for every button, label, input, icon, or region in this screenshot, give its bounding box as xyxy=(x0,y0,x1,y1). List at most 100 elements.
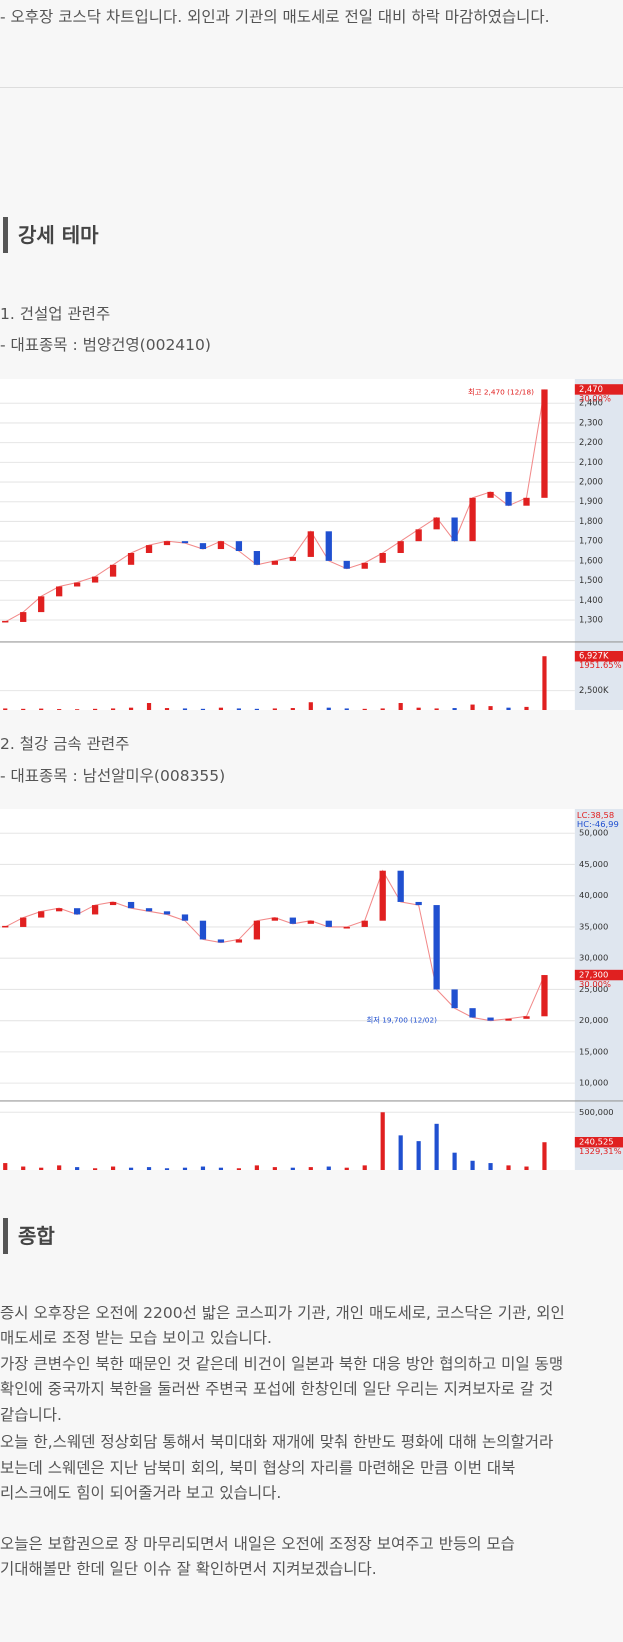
candle xyxy=(361,562,368,569)
item-title: 1. 건설업 관련주 xyxy=(0,305,111,323)
candle xyxy=(91,905,99,915)
volume-bar xyxy=(146,1167,152,1170)
summary-line: 리스크에도 힘이 되어줄거라 보고 있습니다. xyxy=(0,1484,282,1502)
candle xyxy=(343,560,350,569)
candle xyxy=(289,556,296,561)
candle xyxy=(325,531,332,561)
volume-bar xyxy=(75,1167,80,1170)
candle xyxy=(451,989,458,1009)
summary-line: 가장 큰변수인 북한 때문인 것 같은데 비건이 일본과 북한 대응 방안 협의… xyxy=(0,1355,564,1373)
candle xyxy=(181,541,189,544)
volume-bar xyxy=(128,1167,134,1170)
summary-line: 매도세로 조정 받는 모습 보이고 있습니다. xyxy=(0,1329,272,1347)
volume-bar xyxy=(542,656,547,710)
item-subtitle: - 대표종목 : 남선알미우(008355) xyxy=(0,767,226,785)
candle xyxy=(379,552,386,563)
price-label: 2,470 xyxy=(579,384,603,394)
volume-bar xyxy=(362,1165,367,1170)
candle xyxy=(38,596,45,613)
price-label-box xyxy=(574,384,623,395)
candle xyxy=(361,920,368,927)
item-subtitle: - 대표종목 : 범양건영(002410) xyxy=(0,336,211,354)
y-tick-label: 1,400 xyxy=(579,595,603,605)
item-title: 2. 철강 금속 관련주 xyxy=(0,735,130,753)
volume-bar xyxy=(57,1165,62,1170)
candle xyxy=(145,545,153,553)
candle xyxy=(163,911,171,915)
volume-bar xyxy=(200,708,206,710)
volume-bar xyxy=(416,1141,421,1170)
volume-bar xyxy=(488,706,493,710)
candle xyxy=(307,531,314,557)
summary-line: 보는데 스웨덴은 지난 남북미 회의, 북미 협상의 자리를 마련해온 만큼 이… xyxy=(0,1459,516,1477)
y-tick-label: 1,800 xyxy=(579,516,603,526)
candle xyxy=(433,905,440,990)
volume-bar xyxy=(236,1168,241,1170)
volume-bar xyxy=(470,1160,475,1170)
volume-bar xyxy=(434,708,439,710)
candle xyxy=(325,920,332,927)
price-label-box xyxy=(574,969,623,981)
y-tick-label: 50,000 xyxy=(579,828,608,838)
volume-bar xyxy=(308,702,313,710)
volume-bar xyxy=(164,1168,170,1170)
volume-bar xyxy=(362,708,367,710)
y-tick-label: 1,500 xyxy=(579,575,603,585)
heading-bar xyxy=(3,1218,8,1254)
volume-bar xyxy=(452,1152,457,1170)
y-tick-label: 45,000 xyxy=(579,859,608,869)
y-tick-label: 1,700 xyxy=(579,536,603,546)
y-tick-label: 1,900 xyxy=(579,496,603,506)
volume-label-box xyxy=(574,650,623,662)
price-label: 27,300 xyxy=(579,970,608,980)
y-tick-label: 2,400 xyxy=(579,398,603,408)
volume-bar xyxy=(272,708,277,710)
section-heading: 종합 xyxy=(18,1224,55,1248)
volume-bar xyxy=(110,708,116,710)
volume-bar xyxy=(488,1163,493,1170)
candle xyxy=(541,389,548,498)
volume-bar xyxy=(272,1167,277,1170)
annotation: 최고 2,470 (12/18) xyxy=(468,388,534,397)
volume-bar xyxy=(506,707,511,710)
volume-bar xyxy=(398,703,403,710)
volume-bar xyxy=(506,1165,511,1170)
volume-bar xyxy=(39,708,44,710)
candle xyxy=(20,612,27,622)
change-label: 30.00% xyxy=(579,393,611,403)
lc-label: LC:38,58 xyxy=(577,810,614,820)
candle xyxy=(38,911,45,918)
stock-chart: 1,300 1,400 1,500 1,600 1,700 1,800 1,900 2,000… xyxy=(0,379,623,710)
summary-line: 확인에 중국까지 북한을 둘러싼 주변국 포섭에 한창인데 일단 우리는 지켜보… xyxy=(0,1380,554,1398)
candle xyxy=(199,920,207,940)
y-tick-label: 2,300 xyxy=(579,417,603,427)
volume-bar xyxy=(218,1167,224,1170)
candle xyxy=(73,582,81,587)
volume-bar xyxy=(146,703,152,710)
y-tick-label: 20,000 xyxy=(579,1015,608,1025)
candle xyxy=(253,920,261,940)
candle xyxy=(469,497,476,542)
candle xyxy=(451,517,458,542)
volume-bar xyxy=(3,1163,8,1170)
change-label: 30.00% xyxy=(579,979,611,989)
candle xyxy=(397,541,404,553)
volume-bar xyxy=(164,708,170,710)
candle xyxy=(145,908,153,912)
candle xyxy=(505,1018,512,1021)
candle xyxy=(523,497,530,506)
volume-bar xyxy=(470,704,475,710)
volume-bar xyxy=(218,707,224,710)
y-tick-label: 2,200 xyxy=(579,437,603,447)
candle xyxy=(379,870,386,921)
summary-line: 같습니다. xyxy=(0,1406,62,1424)
volume-bar xyxy=(344,1167,349,1170)
volume-change-label: 1329,31% xyxy=(579,1146,622,1156)
volume-bar xyxy=(3,708,8,710)
candle xyxy=(91,576,99,583)
candle xyxy=(289,917,296,924)
candle xyxy=(20,917,27,927)
volume-bar xyxy=(524,706,529,710)
y-tick-label: 35,000 xyxy=(579,921,608,931)
candle xyxy=(487,491,494,498)
